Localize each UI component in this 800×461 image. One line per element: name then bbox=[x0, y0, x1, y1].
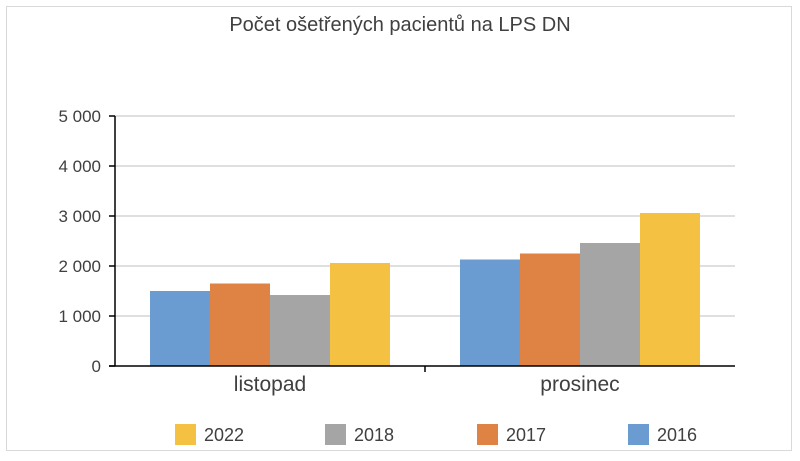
x-category-label: listopad bbox=[234, 373, 306, 396]
y-tick-labels: 0 1 000 2 000 3 000 4 000 5 000 bbox=[58, 107, 101, 376]
chart-title: Počet ošetřených pacientů na LPS DN bbox=[229, 14, 571, 36]
bar-2018-listopad bbox=[270, 295, 330, 366]
y-tick-label: 0 bbox=[92, 357, 101, 376]
y-tick-label: 1 000 bbox=[58, 307, 101, 326]
legend-item-2016: 2016 bbox=[628, 424, 697, 445]
legend-label: 2022 bbox=[204, 425, 244, 445]
bars bbox=[150, 213, 700, 366]
y-tick-label: 3 000 bbox=[58, 207, 101, 226]
legend-swatch bbox=[477, 424, 498, 445]
legend-swatch bbox=[628, 424, 649, 445]
legend-item-2022: 2022 bbox=[175, 424, 244, 445]
legend-label: 2016 bbox=[657, 425, 697, 445]
y-tick-label: 4 000 bbox=[58, 157, 101, 176]
bar-2016-prosinec bbox=[460, 259, 520, 366]
x-category-label: prosinec bbox=[540, 373, 619, 396]
bar-2022-listopad bbox=[330, 263, 390, 366]
legend-item-2017: 2017 bbox=[477, 424, 546, 445]
bar-2018-prosinec bbox=[580, 243, 640, 366]
axes bbox=[109, 115, 735, 372]
bar-2017-listopad bbox=[210, 283, 270, 366]
legend-label: 2018 bbox=[354, 425, 394, 445]
legend-swatch bbox=[325, 424, 346, 445]
y-tick-label: 5 000 bbox=[58, 107, 101, 126]
bar-2017-prosinec bbox=[520, 253, 580, 366]
legend-swatch bbox=[175, 424, 196, 445]
legend-item-2018: 2018 bbox=[325, 424, 394, 445]
legend: 2022 2018 2017 2016 bbox=[175, 424, 697, 445]
legend-label: 2017 bbox=[506, 425, 546, 445]
bar-2022-prosinec bbox=[640, 213, 700, 366]
y-tick-label: 2 000 bbox=[58, 257, 101, 276]
bar-2016-listopad bbox=[150, 291, 210, 366]
x-category-labels: listopad prosinec bbox=[234, 373, 620, 396]
